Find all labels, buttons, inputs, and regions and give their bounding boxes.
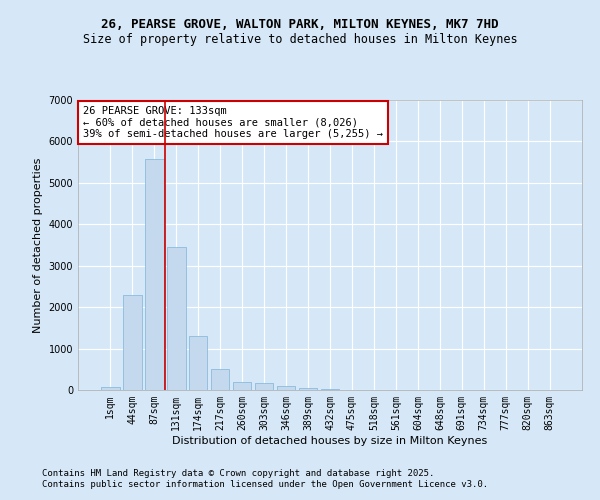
Text: Size of property relative to detached houses in Milton Keynes: Size of property relative to detached ho… <box>83 32 517 46</box>
Bar <box>145 159 164 390</box>
Bar <box>277 386 295 390</box>
Bar <box>211 369 229 390</box>
Text: Contains public sector information licensed under the Open Government Licence v3: Contains public sector information licen… <box>42 480 488 489</box>
Bar <box>189 336 208 390</box>
Bar <box>255 383 274 390</box>
Text: Contains HM Land Registry data © Crown copyright and database right 2025.: Contains HM Land Registry data © Crown c… <box>42 468 434 477</box>
X-axis label: Distribution of detached houses by size in Milton Keynes: Distribution of detached houses by size … <box>172 436 488 446</box>
Bar <box>233 382 251 390</box>
Bar <box>299 388 317 390</box>
Bar <box>123 294 142 390</box>
Y-axis label: Number of detached properties: Number of detached properties <box>33 158 43 332</box>
Text: 26, PEARSE GROVE, WALTON PARK, MILTON KEYNES, MK7 7HD: 26, PEARSE GROVE, WALTON PARK, MILTON KE… <box>101 18 499 30</box>
Bar <box>320 389 340 390</box>
Bar <box>167 247 185 390</box>
Bar <box>101 386 119 390</box>
Text: 26 PEARSE GROVE: 133sqm
← 60% of detached houses are smaller (8,026)
39% of semi: 26 PEARSE GROVE: 133sqm ← 60% of detache… <box>83 106 383 139</box>
